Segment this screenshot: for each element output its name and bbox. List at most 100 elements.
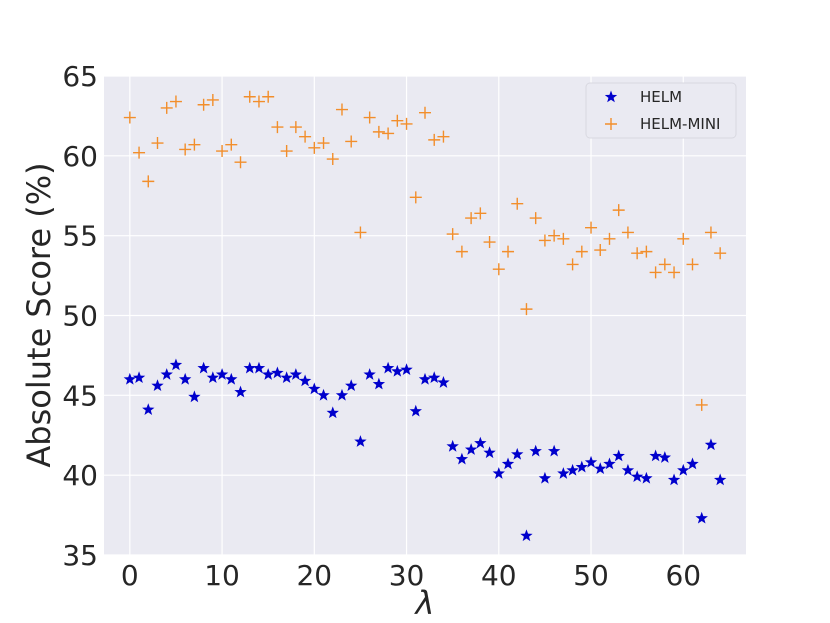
helm-mini-point <box>585 221 598 234</box>
helm-point <box>686 457 699 470</box>
helm-mini-point <box>437 130 450 143</box>
helm-point <box>437 376 450 388</box>
helm-point <box>142 403 155 415</box>
helm-mini-point <box>446 228 459 241</box>
helm-mini-point <box>335 103 348 116</box>
x-tick-label: 30 <box>389 559 425 592</box>
helm-mini-point <box>391 114 404 127</box>
helm-point <box>298 374 312 387</box>
helm-point <box>132 371 146 384</box>
helm-point <box>188 390 201 403</box>
helm-mini-point <box>704 226 717 239</box>
helm-point <box>713 473 727 486</box>
x-tick-label: 20 <box>296 559 332 592</box>
helm-mini-point <box>474 207 487 220</box>
helm-point <box>169 358 183 371</box>
helm-point <box>511 447 524 460</box>
helm-mini-point <box>557 232 570 245</box>
y-tick-label: 60 <box>62 140 98 173</box>
helm-point <box>123 372 137 385</box>
helm-mini-point <box>483 236 496 249</box>
helm-mini-point <box>400 117 413 130</box>
y-tick-label: 65 <box>62 60 98 93</box>
helm-point <box>520 529 533 542</box>
helm-point <box>354 435 367 447</box>
helm-mini-point <box>529 212 542 225</box>
helm-point <box>326 406 339 419</box>
helm-mini-point <box>345 135 358 148</box>
helm-point <box>160 368 173 380</box>
helm-mini-point <box>151 137 164 150</box>
helm-mini-point <box>326 153 339 166</box>
helm-point <box>234 385 247 398</box>
legend-marker-helm-mini <box>605 118 617 130</box>
helm-point <box>464 443 478 455</box>
y-tick-label: 50 <box>62 300 98 333</box>
helm-mini-point <box>428 133 441 146</box>
helm-point <box>215 368 229 380</box>
y-tick-label: 55 <box>62 220 98 253</box>
helm-mini-point <box>289 121 302 134</box>
helm-mini-point <box>686 258 699 271</box>
helm-point <box>317 388 330 401</box>
helm-mini-point <box>492 263 505 276</box>
helm-mini-point <box>511 197 524 210</box>
helm-mini-point <box>133 146 146 159</box>
helm-point <box>271 366 284 379</box>
helm-mini-point <box>640 245 653 258</box>
helm-point <box>243 361 256 374</box>
x-tick-label: 40 <box>481 559 517 592</box>
helm-point <box>308 382 321 395</box>
helm-point <box>621 463 635 476</box>
helm-point <box>197 361 210 374</box>
helm-point <box>381 361 395 374</box>
helm-mini-point <box>243 90 256 103</box>
helm-mini-point <box>169 95 182 108</box>
helm-mini-point <box>308 141 321 154</box>
helm-point <box>677 463 690 476</box>
helm-mini-point <box>455 245 468 258</box>
helm-point <box>372 377 386 390</box>
helm-mini-point <box>520 303 533 316</box>
helm-point <box>483 446 496 459</box>
legend-label-helm: HELM <box>640 88 682 106</box>
x-tick-label: 60 <box>665 559 701 592</box>
helm-mini-point <box>206 93 219 106</box>
series-helm <box>123 358 727 542</box>
helm-mini-point <box>142 175 155 188</box>
helm-mini-point <box>372 125 385 138</box>
helm-mini-point <box>271 121 284 134</box>
helm-mini-point <box>668 266 681 279</box>
series-helm-mini <box>123 90 727 411</box>
helm-mini-point <box>299 130 312 143</box>
helm-mini-point <box>354 226 367 239</box>
helm-mini-point <box>409 191 422 204</box>
helm-point <box>391 364 404 377</box>
helm-mini-point <box>363 111 376 124</box>
helm-mini-point <box>234 156 247 169</box>
helm-point <box>363 368 376 380</box>
helm-point <box>547 444 561 457</box>
data-points <box>123 90 727 542</box>
helm-point <box>289 368 303 380</box>
helm-mini-point <box>548 229 561 242</box>
helm-point <box>280 371 293 384</box>
legend-helm-mini-marker <box>605 118 617 130</box>
x-tick-label: 10 <box>204 559 240 592</box>
helm-mini-point <box>566 258 579 271</box>
y-tick-label: 45 <box>62 379 98 412</box>
grid <box>104 75 746 556</box>
helm-mini-point <box>123 111 136 124</box>
helm-point <box>501 457 515 470</box>
tick-labels: 0 10 20 30 40 50 60 35 40 45 50 55 60 65 <box>62 60 701 592</box>
x-tick-label: 0 <box>121 559 139 592</box>
helm-mini-point <box>603 232 616 245</box>
helm-mini-point <box>714 247 727 260</box>
helm-mini-point <box>677 232 690 245</box>
helm-mini-point <box>538 234 551 247</box>
x-tick-label: 50 <box>573 559 609 592</box>
helm-mini-point <box>502 245 515 258</box>
helm-mini-point <box>658 258 671 271</box>
helm-point <box>409 404 422 417</box>
helm-point <box>594 462 607 475</box>
